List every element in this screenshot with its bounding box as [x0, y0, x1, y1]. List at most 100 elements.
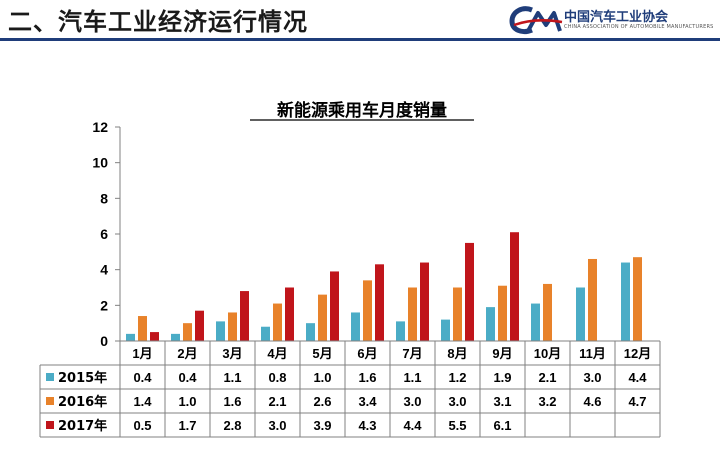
bar-2015年-12月 — [621, 262, 630, 341]
data-label-2016年-12月: 4.7 — [628, 394, 646, 409]
data-label-2016年-5月: 2.6 — [313, 394, 331, 409]
data-label-2017年-7月: 4.4 — [403, 418, 422, 433]
bar-2016年-7月 — [408, 287, 417, 341]
bar-2015年-11月 — [576, 287, 585, 341]
data-label-2017年-4月: 3.0 — [268, 418, 286, 433]
data-label-2015年-11月: 3.0 — [583, 370, 601, 385]
chart-title: 新能源乘用车月度销量 — [277, 100, 447, 121]
data-label-2016年-8月: 3.0 — [448, 394, 466, 409]
data-label-2016年-10月: 3.2 — [538, 394, 556, 409]
data-label-2015年-6月: 1.6 — [358, 370, 376, 385]
x-tick-label: 12月 — [624, 346, 651, 361]
legend-key-2017年 — [46, 421, 54, 429]
data-label-2017年-8月: 5.5 — [448, 418, 466, 433]
data-label-2016年-1月: 1.4 — [133, 394, 152, 409]
caam-logo-mark-icon — [509, 6, 563, 35]
legend-key-2015年 — [46, 373, 54, 381]
logo-cn-text: 中国汽车工业协会 — [564, 10, 669, 25]
bar-2017年-4月 — [285, 287, 294, 341]
bar-2017年-5月 — [330, 271, 339, 341]
data-label-2017年-3月: 2.8 — [223, 418, 241, 433]
bar-2016年-5月 — [318, 294, 327, 341]
data-label-2015年-1月: 0.4 — [133, 370, 152, 385]
bar-2015年-9月 — [486, 307, 495, 341]
data-label-2017年-9月: 6.1 — [493, 418, 511, 433]
header-divider — [0, 38, 720, 41]
x-tick-label: 9月 — [492, 346, 512, 361]
data-label-2015年-2月: 0.4 — [178, 370, 197, 385]
bar-2015年-10月 — [531, 303, 540, 341]
data-label-2015年-3月: 1.1 — [223, 370, 241, 385]
data-label-2016年-3月: 1.6 — [223, 394, 241, 409]
bar-2016年-6月 — [363, 280, 372, 341]
data-label-2015年-8月: 1.2 — [448, 370, 466, 385]
y-tick-label: 10 — [92, 155, 108, 171]
page-title: 二、汽车工业经济运行情况 — [8, 8, 308, 36]
y-tick-label: 12 — [92, 119, 108, 135]
data-label-2017年-6月: 4.3 — [358, 418, 376, 433]
bar-2016年-11月 — [588, 258, 597, 341]
data-label-2016年-11月: 4.6 — [583, 394, 601, 409]
bar-2017年-7月 — [420, 262, 429, 341]
bar-2017年-1月 — [150, 332, 159, 341]
bar-2016年-12月 — [633, 257, 642, 341]
x-tick-label: 2月 — [177, 346, 197, 361]
data-label-2016年-4月: 2.1 — [268, 394, 286, 409]
y-tick-label: 2 — [100, 297, 108, 313]
x-tick-label: 6月 — [357, 346, 377, 361]
bar-2016年-8月 — [453, 287, 462, 341]
x-tick-label: 3月 — [222, 346, 242, 361]
bar-2017年-3月 — [240, 291, 249, 341]
bar-2015年-2月 — [171, 333, 180, 341]
legend-label: 2015年 — [58, 370, 107, 386]
y-tick-label: 6 — [100, 226, 108, 242]
x-tick-label: 4月 — [267, 346, 287, 361]
page-header: 二、汽车工业经济运行情况 中国汽车工业协会 CHINA ASSOCIATION … — [0, 0, 720, 42]
bar-2015年-1月 — [126, 333, 135, 341]
data-label-2015年-10月: 2.1 — [538, 370, 556, 385]
data-label-2015年-4月: 0.8 — [268, 370, 286, 385]
bar-2015年-6月 — [351, 312, 360, 341]
data-label-2017年-1月: 0.5 — [133, 418, 151, 433]
data-label-2017年-5月: 3.9 — [313, 418, 331, 433]
x-tick-label: 7月 — [402, 346, 422, 361]
bar-2015年-3月 — [216, 321, 225, 341]
bar-2015年-4月 — [261, 326, 270, 341]
data-label-2015年-7月: 1.1 — [403, 370, 421, 385]
y-tick-label: 0 — [100, 333, 108, 349]
data-label-2016年-2月: 1.0 — [178, 394, 196, 409]
data-label-2015年-9月: 1.9 — [493, 370, 511, 385]
bar-2015年-8月 — [441, 319, 450, 341]
data-label-2016年-9月: 3.1 — [493, 394, 511, 409]
bar-2016年-10月 — [543, 283, 552, 341]
bar-2015年-5月 — [306, 323, 315, 341]
bar-2016年-4月 — [273, 303, 282, 341]
bar-2016年-3月 — [228, 312, 237, 341]
bar-2016年-9月 — [498, 285, 507, 341]
y-tick-label: 8 — [100, 190, 108, 206]
logo-en-text: CHINA ASSOCIATION OF AUTOMOBILE MANUFACT… — [564, 24, 714, 30]
data-label-2016年-6月: 3.4 — [358, 394, 377, 409]
bar-2017年-6月 — [375, 264, 384, 341]
x-tick-label: 11月 — [579, 346, 606, 361]
bar-2015年-7月 — [396, 321, 405, 341]
x-tick-label: 10月 — [534, 346, 561, 361]
legend-key-2016年 — [46, 397, 54, 405]
bar-2016年-2月 — [183, 323, 192, 341]
data-label-2015年-5月: 1.0 — [313, 370, 331, 385]
data-label-2015年-12月: 4.4 — [628, 370, 647, 385]
x-tick-label: 8月 — [447, 346, 467, 361]
bar-2017年-8月 — [465, 242, 474, 341]
y-tick-label: 4 — [100, 262, 108, 278]
bar-2017年-2月 — [195, 310, 204, 341]
data-label-2017年-2月: 1.7 — [178, 418, 196, 433]
x-tick-label: 1月 — [132, 346, 152, 361]
data-label-2016年-7月: 3.0 — [403, 394, 421, 409]
bar-2017年-9月 — [510, 232, 519, 341]
bar-2016年-1月 — [138, 316, 147, 341]
caam-logo: 中国汽车工业协会 CHINA ASSOCIATION OF AUTOMOBILE… — [508, 4, 718, 36]
legend-label: 2017年 — [58, 418, 107, 434]
legend-label: 2016年 — [58, 394, 107, 410]
x-tick-label: 5月 — [312, 346, 332, 361]
